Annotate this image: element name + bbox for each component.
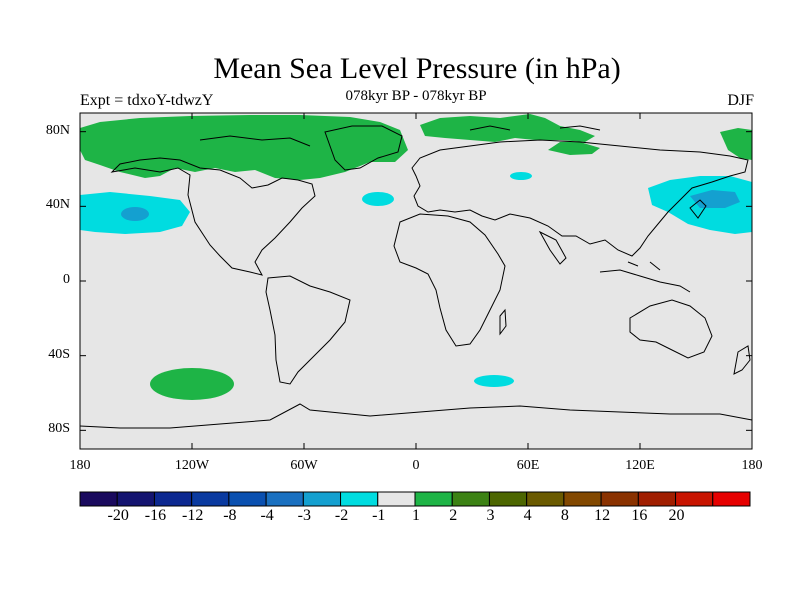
greenland-coast — [324, 125, 403, 171]
arctic-positive-anomaly-west — [80, 115, 408, 180]
eurasia-coast — [411, 139, 749, 257]
colorbar-box — [526, 491, 565, 507]
colorbar-box — [600, 491, 639, 507]
colorbar-box — [228, 491, 267, 507]
northwest-pacific-negative-core — [690, 190, 740, 208]
lon-tick-label: 60E — [516, 458, 540, 473]
colorbar-label: 16 — [631, 507, 648, 524]
colorbar-label: -8 — [223, 507, 237, 524]
colorbar-box — [451, 491, 490, 507]
colorbar — [79, 491, 751, 507]
colorbar-label: -3 — [297, 507, 311, 524]
colorbar-box — [712, 491, 751, 507]
japan-coast — [689, 199, 707, 219]
lat-tick-label: 40N — [45, 197, 70, 213]
lon-tick-marks — [79, 113, 753, 449]
colorbar-label: 3 — [486, 507, 495, 524]
south-america-coast — [265, 275, 351, 385]
colorbar-box — [675, 491, 714, 507]
period-label: 078kyr BP - 078kyr BP — [345, 88, 487, 104]
colorbar-box — [302, 491, 342, 507]
south-indian-negative-anomaly — [474, 375, 514, 387]
colorbar-box — [265, 491, 304, 507]
colorbar-label: 2 — [449, 507, 458, 524]
lon-tick-label: 60W — [290, 458, 318, 473]
new-zealand-coast — [733, 345, 751, 375]
colorbar-box — [563, 491, 602, 507]
arctic-positive-anomaly-east — [420, 114, 595, 142]
south-pacific-positive-anomaly — [150, 368, 234, 400]
lat-tick-label: 80S — [48, 421, 70, 437]
arctic-positive-anomaly-east-arm — [548, 142, 600, 155]
maritime-asia-coast — [599, 261, 691, 293]
lat-tick-marks — [80, 131, 752, 431]
lat-tick-label: 40S — [48, 346, 70, 362]
beringia-positive-anomaly — [720, 128, 752, 160]
colorbar-box — [637, 491, 677, 507]
colorbar-label: -20 — [107, 507, 129, 524]
colorbar-box — [377, 491, 416, 507]
lon-tick-label: 120W — [174, 458, 210, 473]
madagascar-coast — [499, 308, 507, 336]
season-label: DJF — [727, 92, 754, 109]
colorbar-box — [116, 491, 155, 507]
lon-tick-label: 0 — [412, 458, 420, 473]
india-coast — [538, 230, 567, 265]
colorbar-box — [340, 491, 379, 507]
antarctica-coast — [79, 403, 753, 429]
arctic-small-negative-anomaly — [510, 172, 532, 180]
lon-tick-label: 120E — [625, 458, 655, 473]
north-america-coast — [110, 157, 316, 276]
chart-title: Mean Sea Level Pressure (in hPa) — [213, 52, 621, 85]
australia-coast — [629, 299, 713, 359]
coastlines — [79, 125, 753, 429]
colorbar-box — [414, 491, 453, 507]
lon-tick-label: 180 — [69, 458, 91, 473]
experiment-label: Expt = tdxoY-tdwzY — [80, 92, 214, 109]
colorbar-label: -16 — [144, 507, 167, 524]
pressure-anomaly-fields — [80, 114, 752, 400]
arctic-islands-coast — [199, 125, 601, 147]
colorbar-box — [79, 491, 118, 507]
africa-coast — [393, 213, 506, 347]
colorbar-label: 4 — [523, 507, 532, 524]
colorbar-box — [191, 491, 230, 507]
colorbar-label: -1 — [372, 507, 386, 524]
lat-tick-label: 80N — [45, 122, 70, 138]
colorbar-label: 1 — [412, 507, 420, 524]
colorbar-label: -4 — [260, 507, 274, 524]
colorbar-box — [153, 491, 193, 507]
colorbar-label: 12 — [594, 507, 611, 524]
colorbar-label: 8 — [560, 507, 569, 524]
colorbar-label: -12 — [181, 507, 204, 524]
lat-tick-label: 0 — [63, 272, 70, 287]
colorbar-label: 20 — [668, 507, 685, 524]
colorbar-box — [488, 491, 528, 507]
north-pacific-negative-core-west — [121, 207, 149, 221]
north-atlantic-negative-anomaly — [362, 192, 394, 206]
colorbar-label: -2 — [334, 507, 349, 524]
lon-tick-label: 180 — [741, 458, 763, 473]
